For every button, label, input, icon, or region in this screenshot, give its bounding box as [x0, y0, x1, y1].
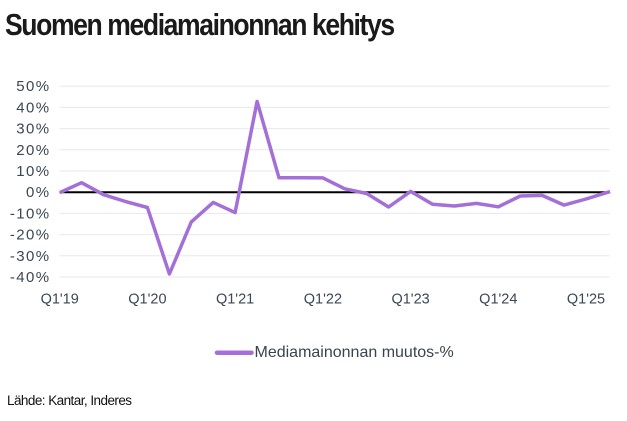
svg-text:30%: 30%	[16, 121, 50, 138]
svg-text:Q1'24: Q1'24	[479, 291, 517, 307]
svg-text:Q1'19: Q1'19	[41, 291, 79, 307]
svg-text:0%: 0%	[26, 184, 50, 201]
svg-text:20%: 20%	[16, 142, 50, 159]
svg-text:-10%: -10%	[10, 205, 51, 222]
svg-text:10%: 10%	[16, 163, 50, 180]
svg-text:Q1'21: Q1'21	[216, 291, 254, 307]
svg-text:-30%: -30%	[10, 248, 51, 265]
svg-text:50%: 50%	[16, 78, 50, 95]
svg-text:Q1'20: Q1'20	[128, 291, 166, 307]
svg-text:Q1'23: Q1'23	[391, 291, 429, 307]
svg-text:40%: 40%	[16, 99, 50, 116]
svg-text:Q1'25: Q1'25	[567, 291, 605, 307]
svg-text:-40%: -40%	[10, 269, 51, 286]
svg-text:Q1'22: Q1'22	[304, 291, 342, 307]
svg-text:-20%: -20%	[10, 227, 51, 244]
